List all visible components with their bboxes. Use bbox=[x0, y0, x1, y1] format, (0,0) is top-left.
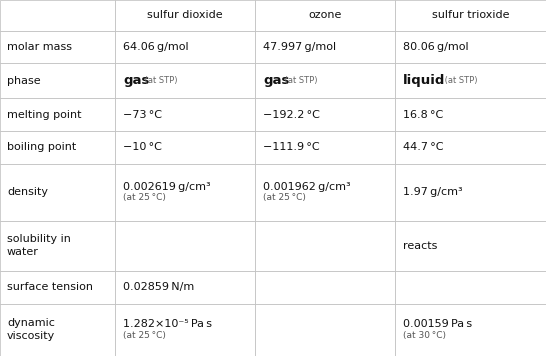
Text: −192.2 °C: −192.2 °C bbox=[263, 110, 320, 120]
Bar bbox=[255, 304, 395, 356]
Bar bbox=[255, 271, 395, 304]
Bar bbox=[0, 131, 115, 164]
Bar bbox=[0, 0, 115, 31]
Text: (at 25 °C): (at 25 °C) bbox=[263, 193, 306, 202]
Bar bbox=[115, 0, 255, 31]
Bar bbox=[255, 221, 395, 271]
Bar bbox=[115, 164, 255, 221]
Bar bbox=[255, 164, 395, 221]
Text: 47.997 g/mol: 47.997 g/mol bbox=[263, 42, 336, 52]
Text: (at 25 °C): (at 25 °C) bbox=[123, 193, 166, 202]
Bar bbox=[115, 31, 255, 63]
Text: 44.7 °C: 44.7 °C bbox=[403, 142, 443, 152]
Text: dynamic
viscosity: dynamic viscosity bbox=[7, 318, 55, 341]
Bar bbox=[395, 164, 546, 221]
Bar bbox=[115, 98, 255, 131]
Bar bbox=[255, 0, 395, 31]
Text: 80.06 g/mol: 80.06 g/mol bbox=[403, 42, 468, 52]
Bar bbox=[0, 63, 115, 98]
Text: surface tension: surface tension bbox=[7, 282, 93, 292]
Text: solubility in
water: solubility in water bbox=[7, 234, 71, 257]
Text: 0.02859 N/m: 0.02859 N/m bbox=[123, 282, 194, 292]
Text: −10 °C: −10 °C bbox=[123, 142, 162, 152]
Text: reacts: reacts bbox=[403, 241, 437, 251]
Text: 16.8 °C: 16.8 °C bbox=[403, 110, 443, 120]
Bar bbox=[395, 131, 546, 164]
Bar bbox=[395, 271, 546, 304]
Text: density: density bbox=[7, 187, 48, 197]
Text: 0.00159 Pa s: 0.00159 Pa s bbox=[403, 319, 472, 329]
Text: (at STP): (at STP) bbox=[442, 76, 478, 85]
Bar bbox=[115, 131, 255, 164]
Text: (at STP): (at STP) bbox=[143, 76, 178, 85]
Bar bbox=[395, 63, 546, 98]
Text: 1.97 g/cm³: 1.97 g/cm³ bbox=[403, 187, 462, 197]
Text: 0.002619 g/cm³: 0.002619 g/cm³ bbox=[123, 182, 211, 192]
Text: (at 25 °C): (at 25 °C) bbox=[123, 331, 166, 340]
Text: 1.282×10⁻⁵ Pa s: 1.282×10⁻⁵ Pa s bbox=[123, 319, 212, 329]
Text: (at 30 °C): (at 30 °C) bbox=[403, 331, 446, 340]
Bar bbox=[0, 304, 115, 356]
Text: sulfur trioxide: sulfur trioxide bbox=[432, 10, 509, 20]
Bar bbox=[115, 63, 255, 98]
Text: ozone: ozone bbox=[308, 10, 342, 20]
Text: −111.9 °C: −111.9 °C bbox=[263, 142, 319, 152]
Bar bbox=[395, 0, 546, 31]
Bar bbox=[395, 304, 546, 356]
Bar bbox=[395, 98, 546, 131]
Bar bbox=[115, 221, 255, 271]
Text: −73 °C: −73 °C bbox=[123, 110, 162, 120]
Bar bbox=[255, 131, 395, 164]
Bar bbox=[0, 98, 115, 131]
Text: 0.001962 g/cm³: 0.001962 g/cm³ bbox=[263, 182, 351, 192]
Text: melting point: melting point bbox=[7, 110, 81, 120]
Text: gas: gas bbox=[263, 74, 289, 87]
Bar bbox=[0, 31, 115, 63]
Bar bbox=[395, 221, 546, 271]
Bar bbox=[0, 164, 115, 221]
Bar bbox=[0, 271, 115, 304]
Bar bbox=[115, 304, 255, 356]
Text: molar mass: molar mass bbox=[7, 42, 72, 52]
Text: (at STP): (at STP) bbox=[282, 76, 318, 85]
Text: liquid: liquid bbox=[403, 74, 446, 87]
Bar bbox=[115, 271, 255, 304]
Bar bbox=[255, 63, 395, 98]
Bar bbox=[395, 31, 546, 63]
Bar bbox=[0, 221, 115, 271]
Text: phase: phase bbox=[7, 76, 40, 86]
Text: sulfur dioxide: sulfur dioxide bbox=[147, 10, 223, 20]
Text: gas: gas bbox=[123, 74, 150, 87]
Text: 64.06 g/mol: 64.06 g/mol bbox=[123, 42, 188, 52]
Text: boiling point: boiling point bbox=[7, 142, 76, 152]
Bar bbox=[255, 31, 395, 63]
Bar bbox=[255, 98, 395, 131]
